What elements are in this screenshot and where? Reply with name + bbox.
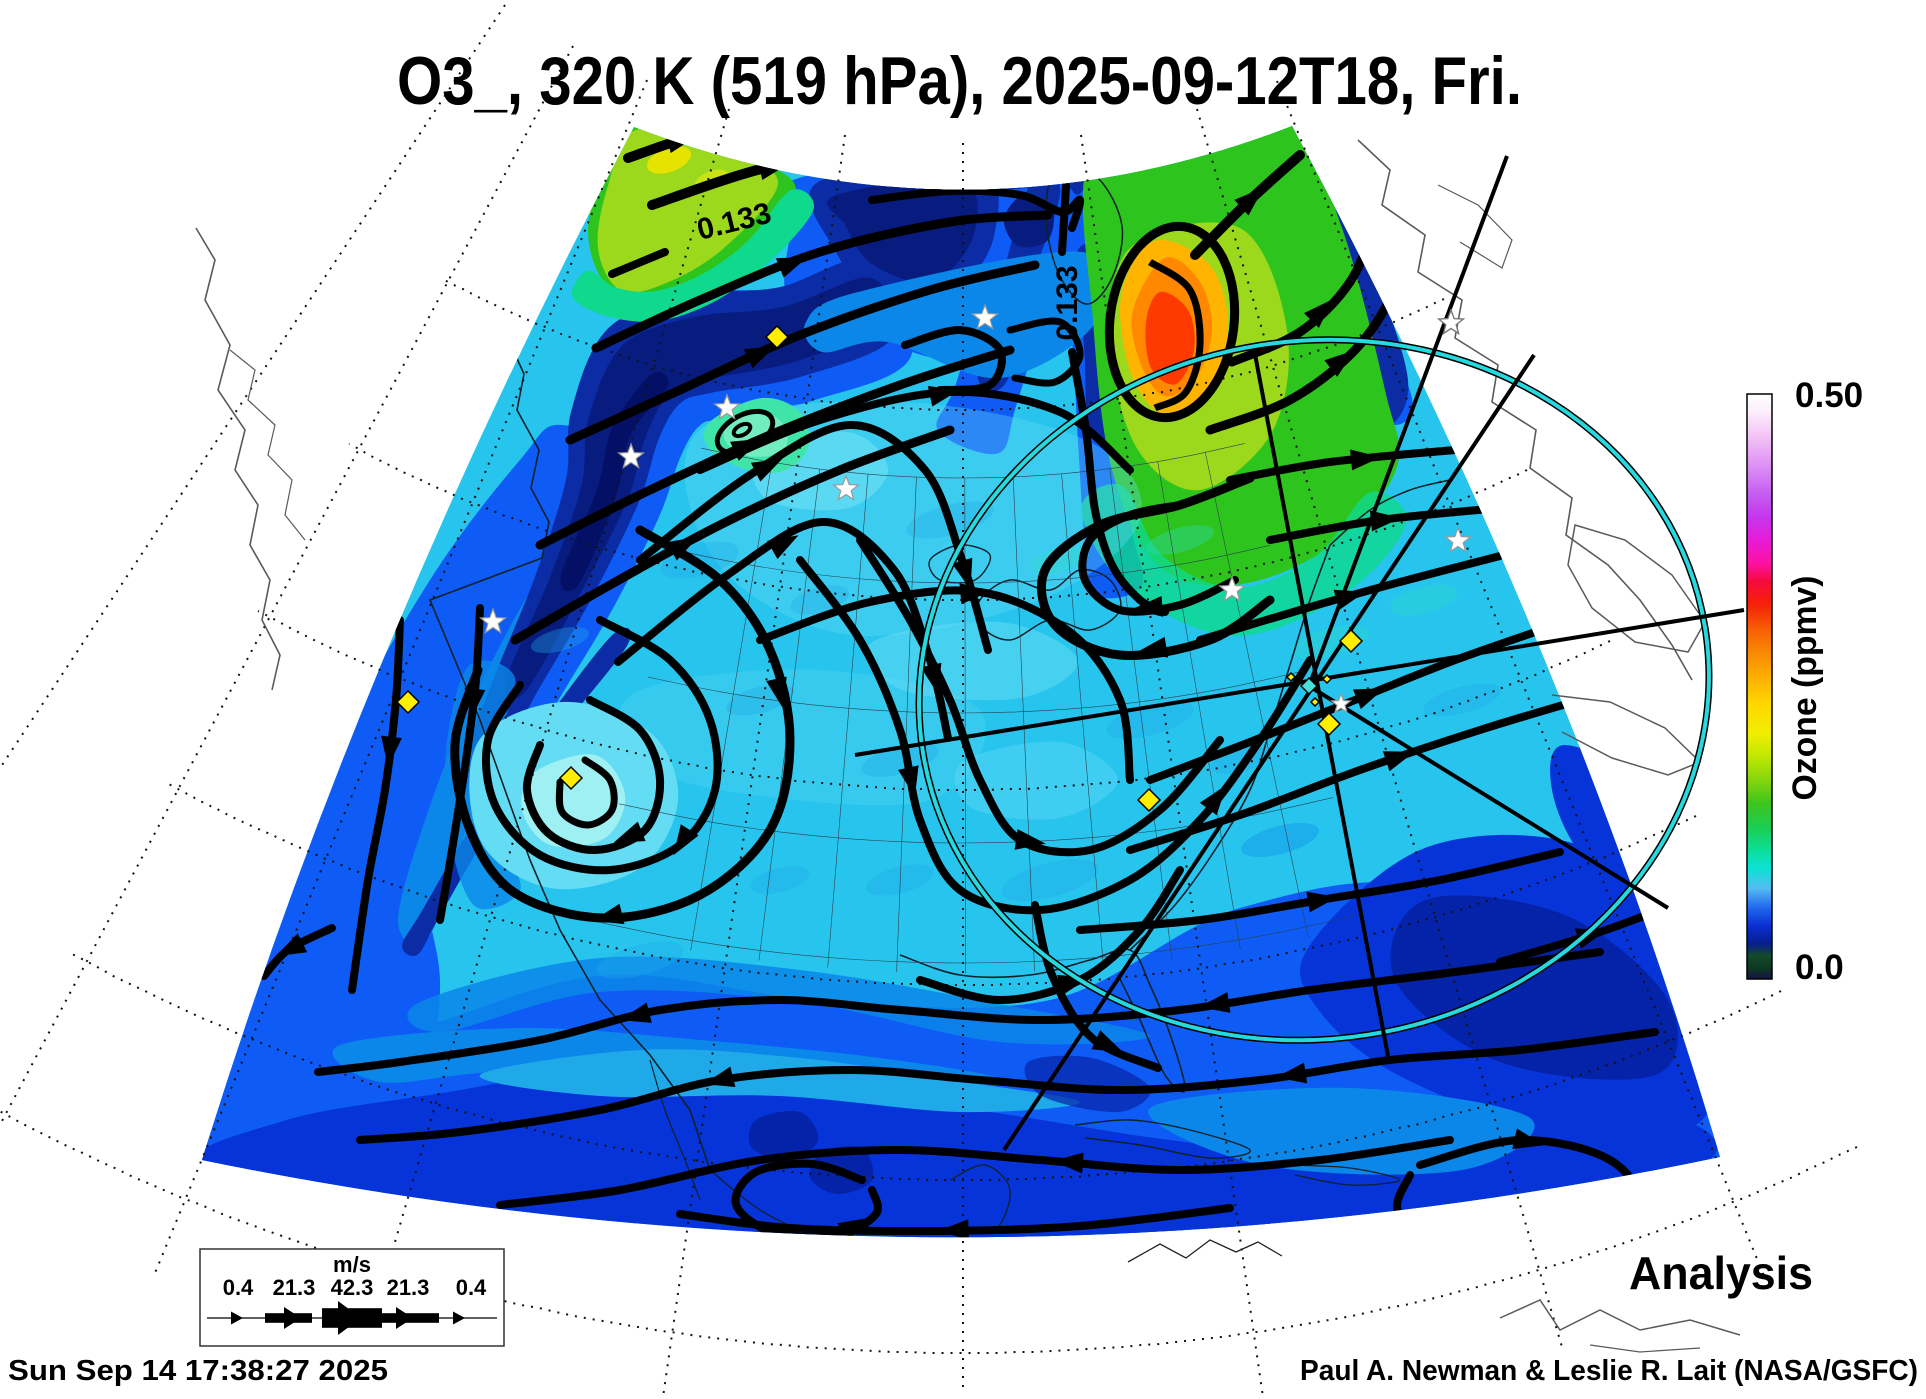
svg-text:21.3: 21.3	[273, 1275, 316, 1300]
svg-text:0.133: 0.133	[1051, 265, 1084, 340]
svg-text:Analysis: Analysis	[1629, 1247, 1813, 1299]
svg-text:0.50: 0.50	[1795, 376, 1863, 415]
svg-text:Ozone (ppmv): Ozone (ppmv)	[1786, 576, 1824, 801]
svg-text:0.4: 0.4	[456, 1275, 487, 1300]
svg-text:O3_, 320 K (519 hPa), 2025-09-: O3_, 320 K (519 hPa), 2025-09-12T18, Fri…	[397, 43, 1522, 119]
svg-text:42.3: 42.3	[331, 1275, 374, 1300]
svg-text:21.3: 21.3	[387, 1275, 430, 1300]
svg-text:Sun Sep 14 17:38:27 2025: Sun Sep 14 17:38:27 2025	[8, 1355, 388, 1387]
svg-text:0.0: 0.0	[1795, 948, 1844, 987]
svg-text:Paul A. Newman & Leslie R. Lai: Paul A. Newman & Leslie R. Lait (NASA/GS…	[1300, 1355, 1918, 1387]
svg-text:0.4: 0.4	[223, 1275, 254, 1300]
svg-text:m/s: m/s	[333, 1252, 371, 1277]
